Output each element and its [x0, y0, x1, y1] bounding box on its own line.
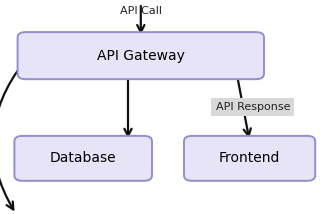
FancyBboxPatch shape [14, 136, 152, 181]
FancyBboxPatch shape [18, 32, 264, 79]
FancyBboxPatch shape [184, 136, 315, 181]
Text: API Response: API Response [216, 102, 290, 112]
Text: Database: Database [50, 151, 116, 165]
Text: API Gateway: API Gateway [97, 49, 185, 63]
Text: API Call: API Call [120, 6, 162, 16]
Text: Frontend: Frontend [219, 151, 280, 165]
